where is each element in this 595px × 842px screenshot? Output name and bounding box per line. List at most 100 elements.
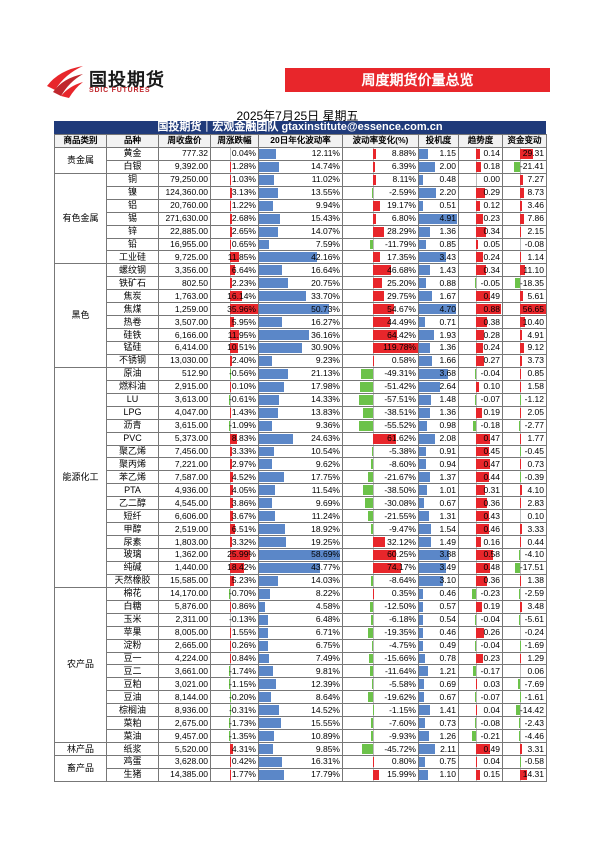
cell-vol: 21.13% [258, 366, 343, 381]
value-fund: -0.39 [524, 471, 544, 482]
bar-spec [419, 731, 429, 742]
value-vol: 12.39% [311, 678, 340, 689]
bar-trend [476, 653, 483, 664]
bar-vchg [369, 601, 373, 612]
bar-chg [229, 291, 243, 302]
cell-fund: 0.06 [502, 664, 547, 679]
cell-vchg: 17.35% [342, 250, 419, 265]
bar-trend [474, 718, 477, 729]
cell-spec: 0.46 [418, 625, 459, 640]
close-price: 14,170.00 [158, 586, 211, 601]
close-price: 1,803.00 [158, 535, 211, 549]
value-vol: 30.90% [311, 342, 340, 353]
value-chg: -1.35% [229, 730, 256, 741]
bar-vol [259, 718, 281, 729]
bar-spec [419, 394, 431, 405]
product-name: 棕榈油 [106, 703, 159, 718]
table-header-row: 商品类别 品种 周收盘价 周涨跌幅 20日年化波动率 波动率变化(%) 投机度 趋势度 资金变动 [54, 134, 547, 148]
value-chg: 18.42% [227, 562, 256, 573]
value-fund: 10.40 [522, 316, 544, 327]
close-price: 79,250.00 [158, 172, 211, 187]
bar-fund [520, 148, 534, 159]
value-fund: 0.73 [527, 458, 544, 469]
cell-spec: 0.78 [418, 651, 459, 666]
cell-chg: -0.31% [210, 703, 259, 718]
cell-vchg: -5.58% [342, 677, 419, 692]
value-trend: -0.05 [480, 277, 500, 288]
bar-chg [229, 252, 240, 263]
cell-chg: 3.67% [210, 509, 259, 524]
cell-chg: 2.65% [210, 224, 259, 239]
bar-trend [476, 252, 484, 263]
value-fund: 1.58 [527, 381, 544, 392]
cell-vol: 14.74% [258, 159, 343, 174]
product-name: 硅铁 [106, 328, 159, 342]
bar-trend [476, 304, 502, 315]
cell-fund: 10.40 [502, 315, 547, 330]
product-name: 豆二 [106, 664, 159, 679]
table-row: 能源化工 原油 512.90 -0.56% 21.13% -49.31% 3.68 -0.04… [54, 366, 547, 588]
value-vol: 14.03% [311, 575, 340, 586]
cell-vol: 14.33% [258, 392, 343, 407]
value-fund: 4.10 [527, 484, 544, 495]
cell-chg: 11.95% [210, 328, 259, 342]
zero-line [520, 420, 522, 432]
bar-vol [259, 343, 302, 353]
cell-spec: 1.21 [418, 664, 459, 679]
cell-chg: 0.26% [210, 638, 259, 653]
bar-chg [229, 550, 251, 560]
value-chg: 6.51% [231, 523, 256, 534]
value-vchg: -7.60% [389, 717, 416, 728]
value-spec: 3.49 [439, 562, 456, 573]
value-fund: 0.10 [527, 510, 544, 521]
value-chg: 2.40% [231, 355, 256, 366]
close-price: 20,760.00 [158, 198, 211, 213]
close-price: 2,665.00 [158, 638, 211, 653]
close-price: 16,955.00 [158, 237, 211, 252]
value-fund: 56.65 [522, 303, 544, 314]
bar-fund [520, 343, 525, 353]
bar-vchg [367, 511, 373, 522]
cell-vol: 14.03% [258, 573, 343, 588]
zero-line [520, 588, 522, 600]
bar-trend [476, 769, 481, 780]
value-vol: 36.16% [311, 329, 340, 340]
bar-spec [419, 769, 428, 780]
bar-vchg [373, 550, 396, 560]
cell-trend: 0.24 [458, 250, 503, 265]
value-vchg: 60.25% [387, 549, 416, 560]
bar-vol [259, 330, 310, 340]
product-name: 鸡蛋 [106, 755, 159, 769]
close-price: 1,763.00 [158, 289, 211, 304]
product-name: 纸浆 [106, 742, 159, 756]
cell-vol: 9.85% [258, 742, 343, 756]
value-vol: 14.33% [311, 394, 340, 405]
table-row: 棕榈油 8,936.00 -0.31% 14.52% -1.15% 1.41 0.04 -14… [55, 703, 547, 718]
cell-fund: 56.65 [502, 302, 547, 317]
value-chg: 4.31% [231, 743, 256, 754]
table-row: 苹果 8,005.00 1.55% 6.71% -19.35% 0.46 0.26 -0.24 [55, 625, 547, 640]
cell-chg: 25.99% [210, 548, 259, 562]
cell-trend: 0.10 [458, 379, 503, 394]
value-spec: 0.57 [439, 601, 456, 612]
cell-vchg: -11.64% [342, 664, 419, 679]
cell-chg: 1.22% [210, 198, 259, 213]
table-row: 菜油 9,457.00 -1.35% 10.89% -9.93% 1.26 -0.21 -4.… [55, 729, 547, 744]
close-price: 4,224.00 [158, 651, 211, 666]
bar-spec [419, 498, 425, 509]
close-price: 5,520.00 [158, 742, 211, 756]
value-fund: 4.91 [527, 329, 544, 340]
cell-vol: 12.11% [258, 146, 343, 161]
table-row: LPG 4,047.00 1.43% 13.83% -38.51% 1.36 0.19 2.0… [55, 405, 547, 420]
bar-chg [229, 200, 231, 211]
zero-line [476, 277, 478, 289]
product-name: 燃料油 [106, 379, 159, 394]
cell-vchg: -6.18% [342, 612, 419, 627]
value-vchg: -38.51% [384, 407, 416, 418]
bar-fund [520, 524, 522, 535]
column-header: 周收盘价 [158, 134, 211, 148]
cell-fund: -18.35 [502, 276, 547, 291]
zero-line [520, 691, 522, 703]
value-trend: 0.48 [483, 562, 500, 573]
cell-chg: 3.86% [210, 496, 259, 511]
